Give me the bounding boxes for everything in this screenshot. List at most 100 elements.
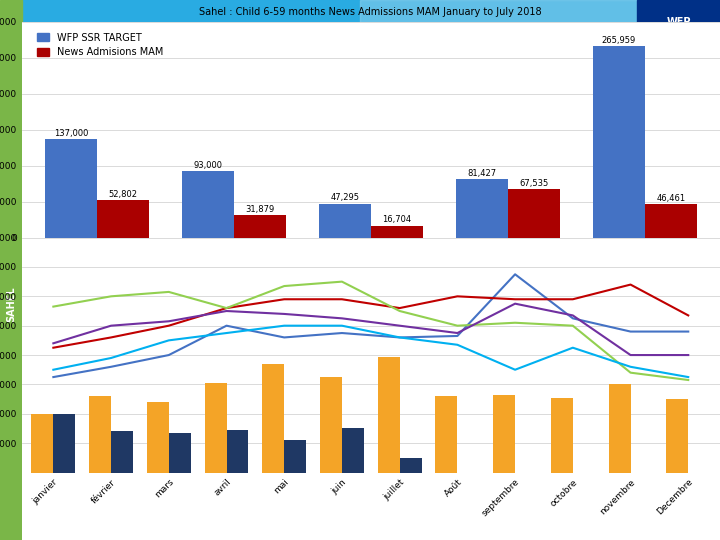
2014 — [164, 289, 173, 295]
2013 — [684, 312, 693, 319]
Bar — [204, 383, 227, 472]
Line: 2013: 2013 — [53, 285, 688, 348]
2015 — [453, 330, 462, 336]
2013 — [338, 296, 346, 302]
Bar — [456, 179, 508, 238]
2012 — [338, 330, 346, 336]
2015 — [49, 340, 58, 347]
2015 — [395, 322, 404, 329]
Bar — [0, 0, 22, 68]
Bar — [637, 0, 720, 68]
Legend: WFP SSR TARGET, News Admisions MAM: WFP SSR TARGET, News Admisions MAM — [33, 29, 167, 61]
2013 — [107, 334, 115, 341]
2015 — [569, 312, 577, 319]
Bar — [551, 397, 573, 472]
2014 — [684, 377, 693, 383]
2012 — [107, 363, 115, 370]
Text: WFP: WFP — [666, 17, 691, 26]
Text: 47,295: 47,295 — [330, 193, 359, 202]
2013 — [222, 305, 231, 311]
2013 — [395, 305, 404, 311]
Bar — [342, 428, 364, 472]
Text: 52,802: 52,802 — [109, 190, 138, 199]
2015 — [510, 300, 519, 307]
Bar — [371, 226, 423, 238]
Bar — [45, 139, 97, 238]
Bar — [608, 384, 631, 472]
Text: 16,704: 16,704 — [382, 215, 411, 225]
Line: 2015: 2015 — [53, 303, 688, 355]
Text: TRAITEMENT : TSFP - ENFANTS 6-59 MOIS: TRAITEMENT : TSFP - ENFANTS 6-59 MOIS — [29, 26, 418, 44]
2016 — [453, 341, 462, 348]
2012 — [222, 322, 231, 329]
2013 — [626, 281, 635, 288]
2013 — [453, 293, 462, 300]
2012 — [280, 334, 289, 341]
Bar — [227, 430, 248, 472]
Bar — [284, 440, 306, 472]
2012 — [453, 333, 462, 339]
Bar — [97, 200, 149, 238]
2015 — [338, 315, 346, 322]
2014 — [280, 283, 289, 289]
2012 — [49, 374, 58, 380]
Bar — [360, 0, 637, 68]
Text: Nouvelles admissions d'enfants 6-59 mois: Nouvelles admissions d'enfants 6-59 mois — [185, 274, 361, 283]
2016 — [222, 330, 231, 336]
2012 — [569, 315, 577, 322]
2012 — [684, 328, 693, 335]
2016 — [569, 345, 577, 351]
Bar — [320, 377, 342, 472]
2015 — [684, 352, 693, 359]
2012 — [395, 334, 404, 341]
2012 — [164, 352, 173, 359]
2013 — [510, 296, 519, 302]
Bar — [493, 395, 515, 472]
Title: Sahel : Child 6-59 months News Admissions MAM January to July 2018: Sahel : Child 6-59 months News Admission… — [199, 6, 542, 17]
Text: SAHEL: SAHEL — [6, 286, 16, 321]
2014 — [453, 322, 462, 329]
Line: 2012: 2012 — [53, 274, 688, 377]
Bar — [666, 399, 688, 472]
Bar — [89, 396, 111, 472]
2012 — [626, 328, 635, 335]
Text: 81,427: 81,427 — [467, 169, 496, 178]
Bar — [508, 189, 559, 238]
2014 — [49, 303, 58, 310]
2013 — [569, 296, 577, 302]
Text: 265,959: 265,959 — [601, 36, 636, 45]
2016 — [107, 355, 115, 361]
Line: 2014: 2014 — [53, 282, 688, 380]
2016 — [626, 363, 635, 370]
2015 — [222, 308, 231, 314]
Bar — [147, 402, 168, 472]
2016 — [338, 322, 346, 329]
2015 — [626, 352, 635, 359]
Text: 67,535: 67,535 — [519, 179, 549, 188]
2016 — [684, 374, 693, 380]
Bar — [378, 356, 400, 472]
Text: Prise en charge MAM: Prise en charge MAM — [229, 256, 317, 266]
Bar — [168, 433, 191, 472]
Text: 137,000: 137,000 — [54, 129, 88, 138]
2016 — [280, 322, 289, 329]
Bar — [234, 214, 286, 238]
Bar — [593, 46, 644, 238]
Bar — [22, 0, 637, 68]
Text: 93,000: 93,000 — [194, 160, 222, 170]
2015 — [280, 310, 289, 317]
2014 — [569, 322, 577, 329]
Bar — [182, 171, 234, 238]
Bar — [644, 204, 697, 238]
2015 — [164, 318, 173, 325]
2014 — [510, 320, 519, 326]
Bar — [319, 204, 371, 238]
Text: 31,879: 31,879 — [246, 205, 274, 213]
Bar — [111, 431, 133, 472]
2016 — [395, 334, 404, 341]
2015 — [107, 322, 115, 329]
2013 — [49, 345, 58, 351]
2014 — [338, 279, 346, 285]
Text: Sahel, 2012-2018: Sahel, 2012-2018 — [235, 291, 310, 300]
2014 — [626, 369, 635, 376]
